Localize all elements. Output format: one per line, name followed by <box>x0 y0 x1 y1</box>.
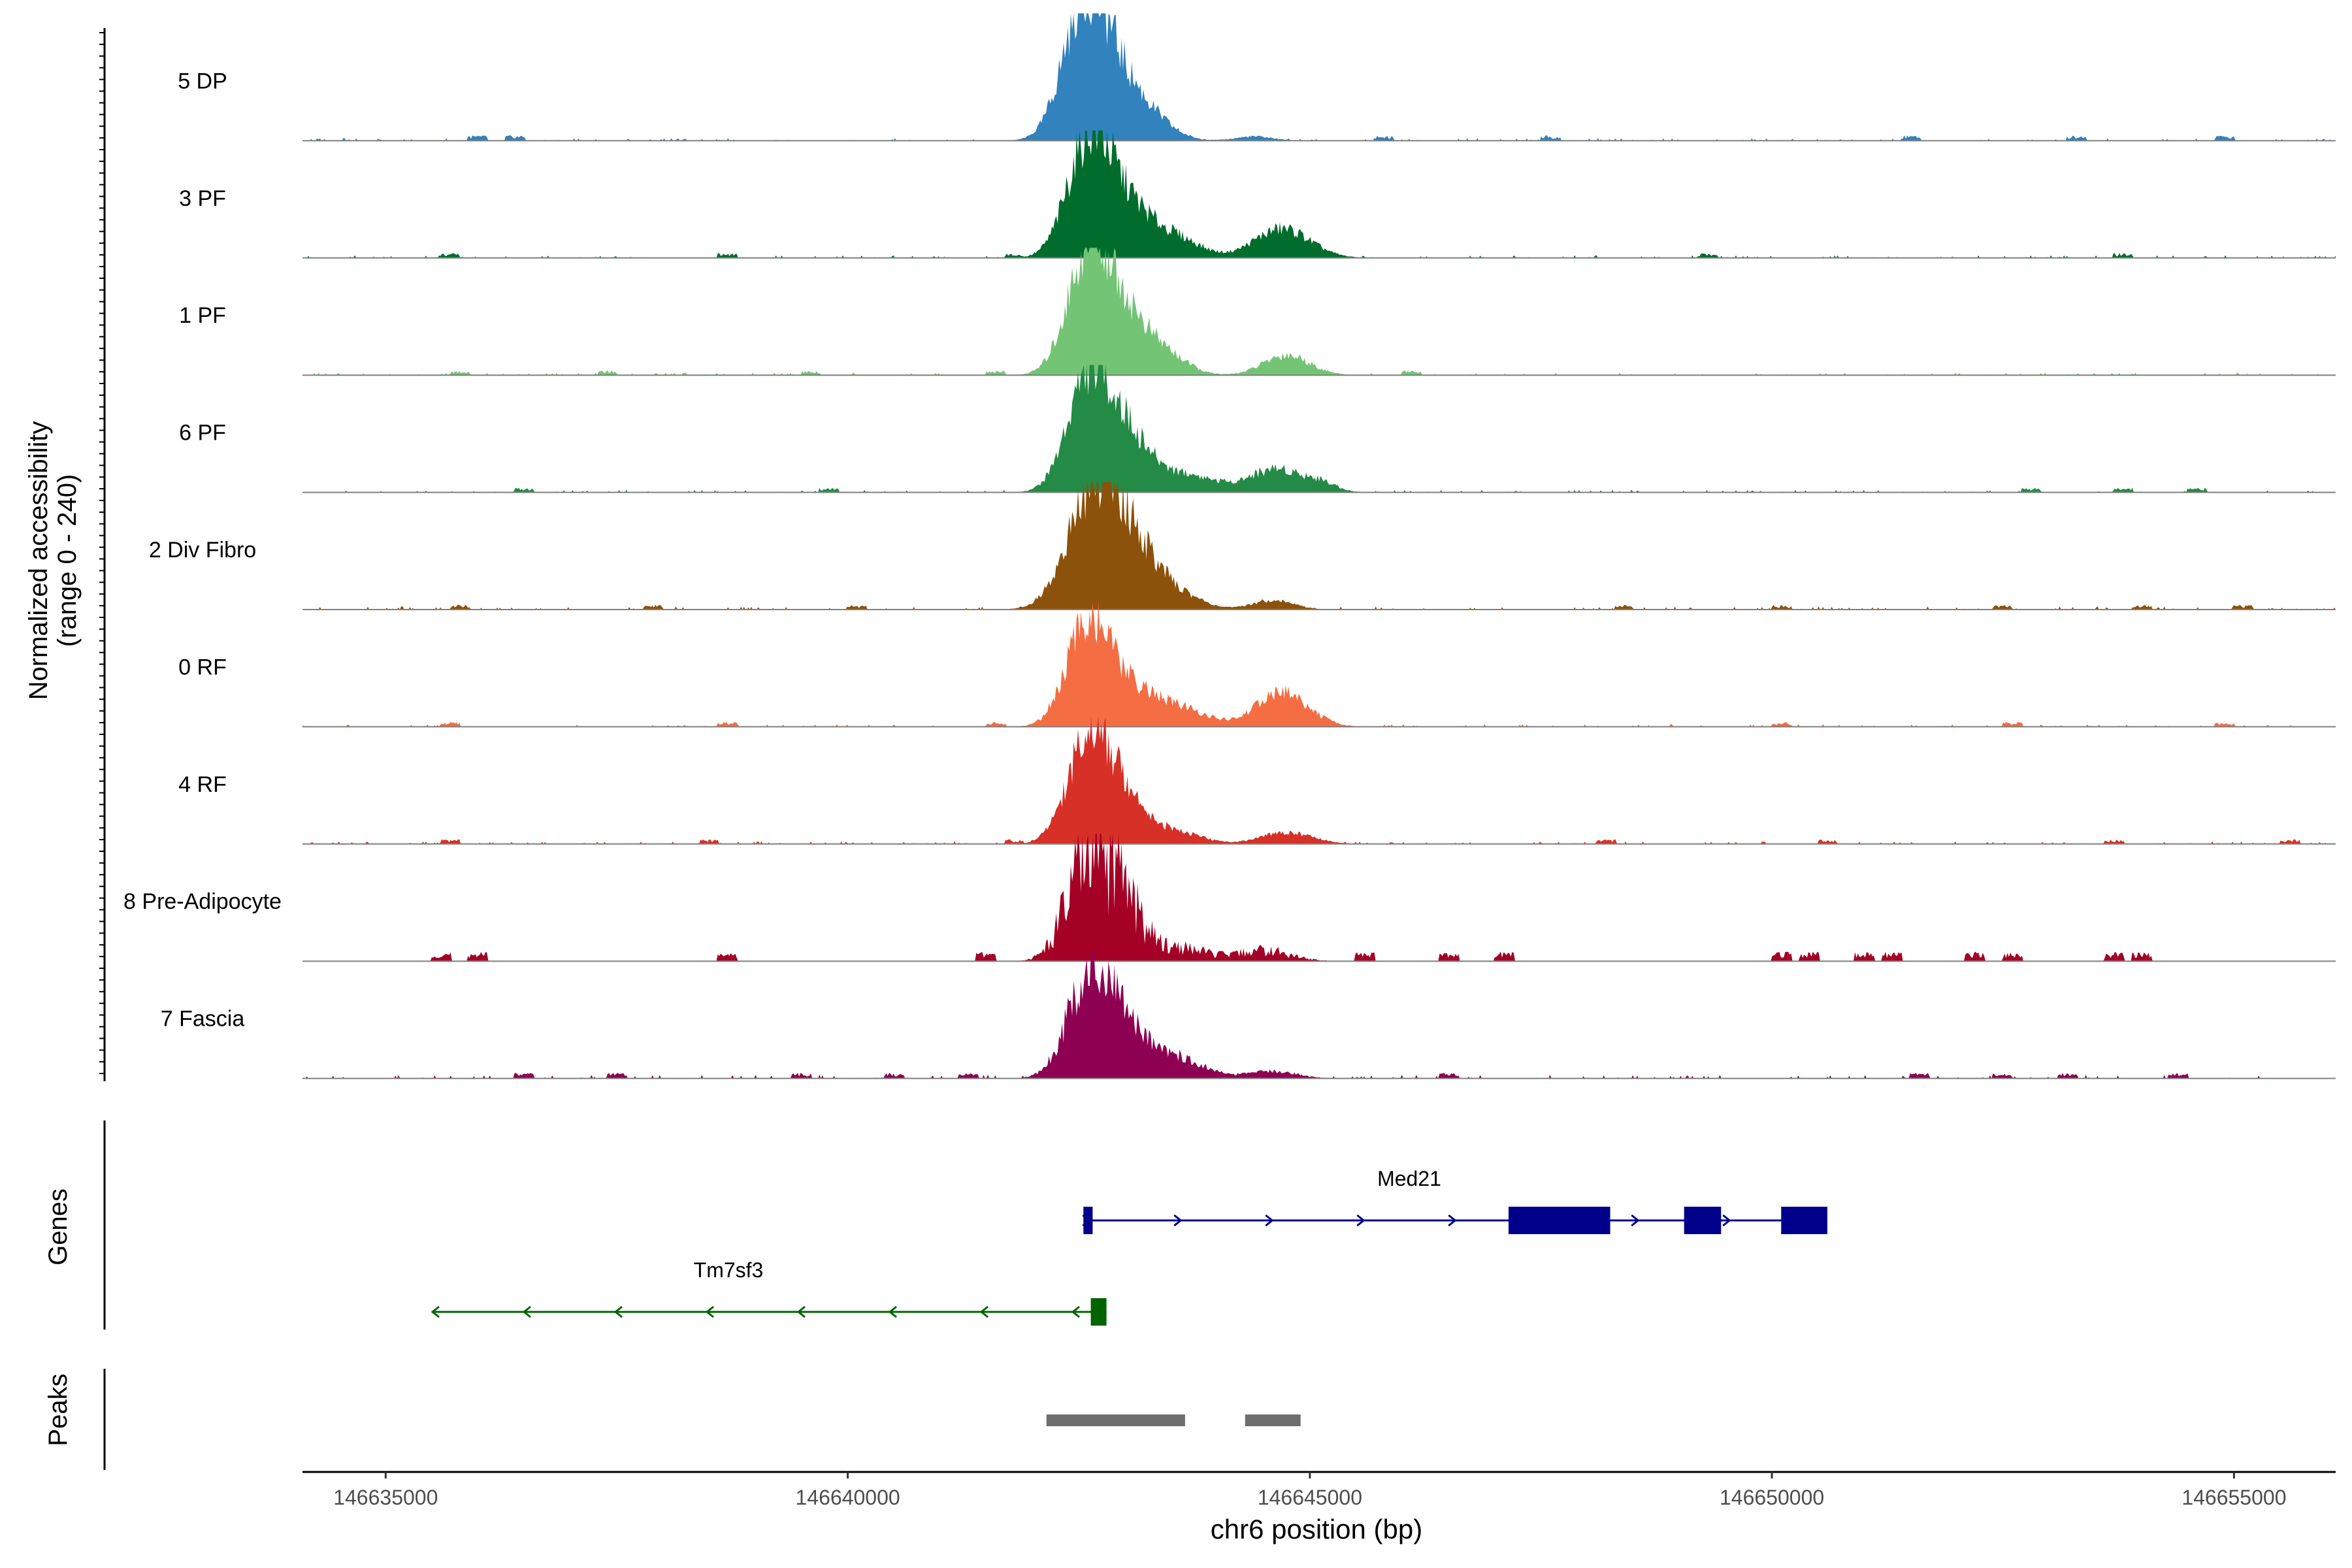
track-1-pf: 1 PF <box>179 248 2336 376</box>
strand-arrow <box>522 1305 531 1318</box>
track-3-pf: 3 PF <box>179 130 2336 259</box>
strand-arrow <box>1448 1214 1457 1227</box>
exon <box>1684 1207 1722 1234</box>
track-label: 1 PF <box>179 303 226 328</box>
peak-region <box>1046 1414 1185 1426</box>
y-axis-label: Normalized accessibility <box>24 421 53 700</box>
track-label: 4 RF <box>178 772 227 797</box>
strand-arrow <box>888 1305 897 1318</box>
strand-arrow <box>979 1305 988 1318</box>
x-tick-label: 146650000 <box>1720 1486 1824 1509</box>
strand-arrow <box>1631 1214 1640 1227</box>
track-0-rf: 0 RF <box>178 600 2336 728</box>
strand-arrow <box>1071 1305 1080 1318</box>
strand-arrow <box>1356 1214 1365 1227</box>
track-label: 6 PF <box>179 421 226 446</box>
track-label: 7 Fascia <box>161 1007 245 1032</box>
gene-name-label: Tm7sf3 <box>694 1258 764 1282</box>
strand-arrow <box>1265 1214 1274 1227</box>
track-2-div-fibro: 2 Div Fibro <box>149 482 2336 610</box>
exon <box>1509 1207 1610 1234</box>
strand-arrow <box>613 1305 623 1318</box>
exon <box>1781 1207 1827 1234</box>
exon <box>1090 1298 1107 1326</box>
x-tick-label: 146645000 <box>1258 1486 1362 1509</box>
track-label: 2 Div Fibro <box>149 538 256 563</box>
track-4-rf: 4 RF <box>178 716 2336 845</box>
exon <box>1083 1207 1093 1234</box>
strand-arrow <box>796 1305 806 1318</box>
x-tick-label: 146640000 <box>796 1486 900 1509</box>
strand-arrow <box>1173 1214 1183 1227</box>
strand-arrow <box>705 1305 714 1318</box>
gene-tm7sf3: Tm7sf3 <box>431 1258 1107 1326</box>
gene-name-label: Med21 <box>1377 1167 1441 1190</box>
strand-arrow <box>1722 1214 1731 1227</box>
peak-region <box>1245 1414 1301 1426</box>
track-label: 0 RF <box>178 655 227 679</box>
x-tick-label: 146635000 <box>333 1486 438 1509</box>
track-label: 8 Pre-Adipocyte <box>123 889 282 914</box>
track-label: 3 PF <box>179 186 226 211</box>
y-axis-range-label: (range 0 - 240) <box>53 474 82 647</box>
track-5-dp: 5 DP <box>178 13 2336 142</box>
y-axis-label-line1: Normalized accessibility <box>24 421 53 700</box>
x-tick-label: 146655000 <box>2181 1486 2286 1509</box>
x-axis-label: chr6 position (bp) <box>1211 1514 1423 1544</box>
track-6-pf: 6 PF <box>179 365 2336 493</box>
gene-med21: Med21 <box>1082 1167 1827 1234</box>
track-label: 5 DP <box>178 69 227 93</box>
genes-panel-label: Genes <box>44 1188 73 1266</box>
peaks-panel-label: Peaks <box>44 1373 73 1446</box>
y-axis-label-line2: (range 0 - 240) <box>53 474 82 647</box>
track-7-fascia: 7 Fascia <box>161 951 2336 1079</box>
track-8-pre-adipocyte: 8 Pre-Adipocyte <box>123 834 2336 962</box>
strand-arrow <box>431 1305 440 1318</box>
